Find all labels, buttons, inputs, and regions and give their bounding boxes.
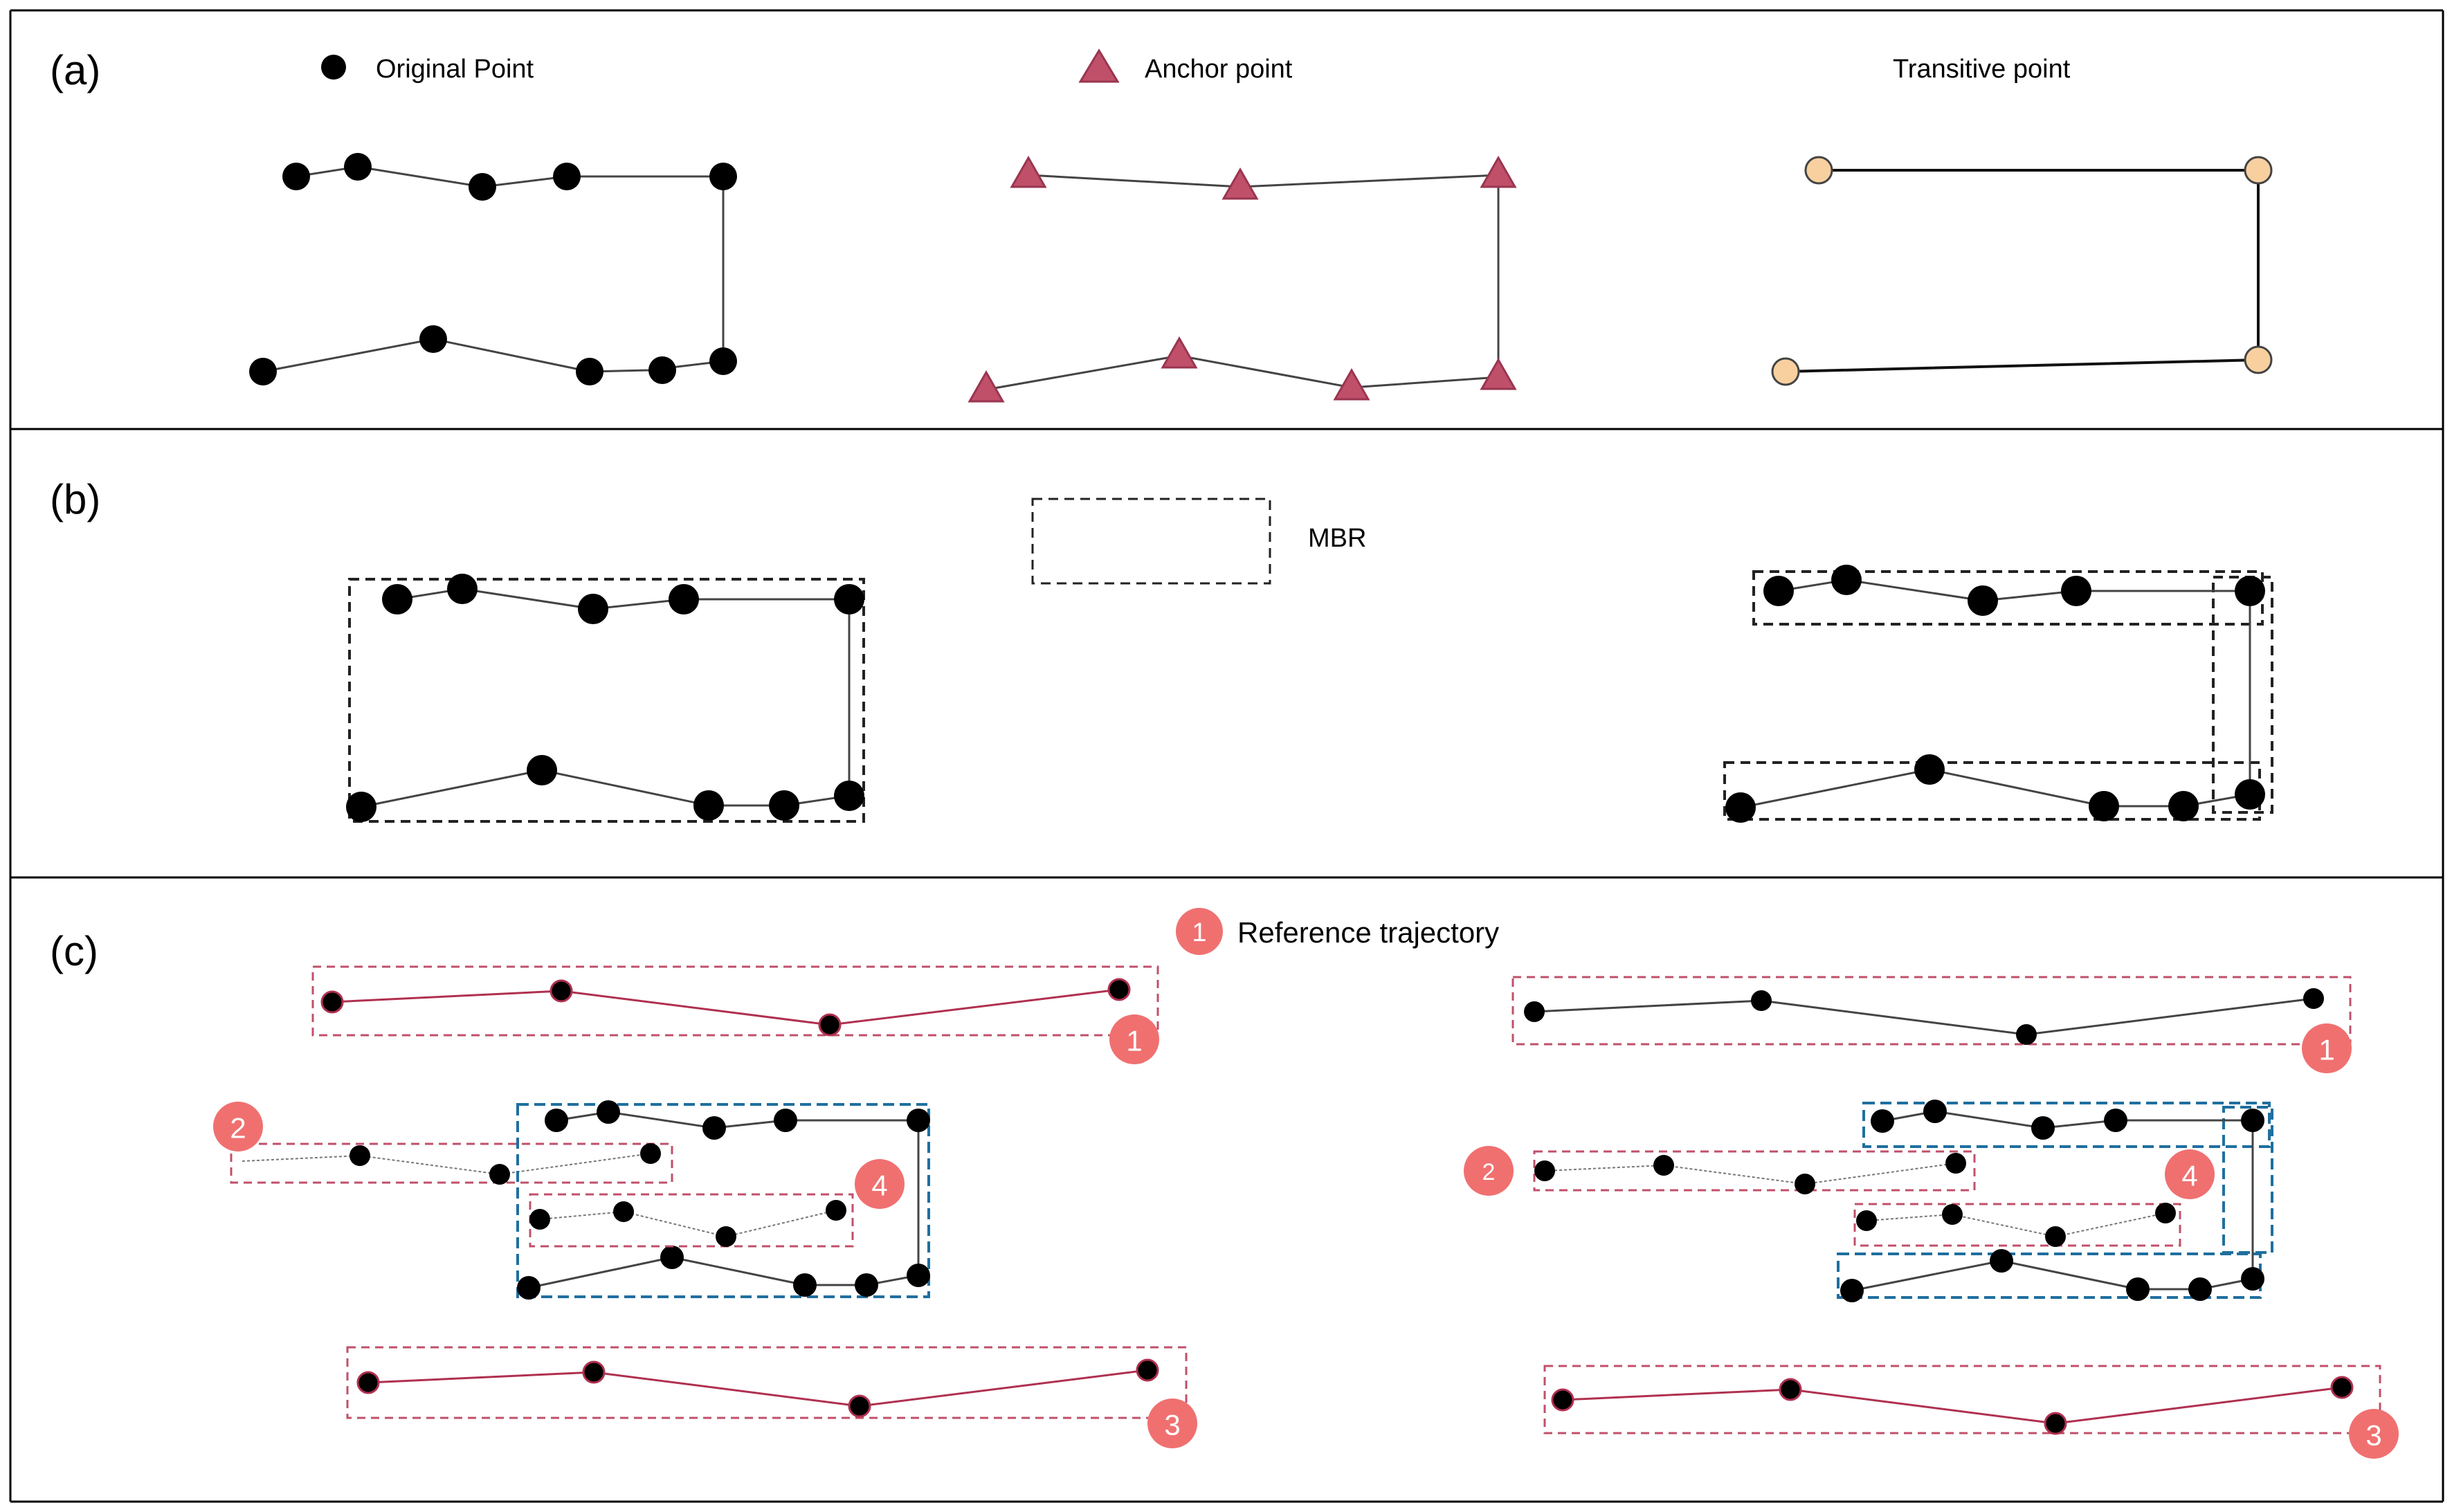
anchor-trajectory bbox=[968, 155, 1517, 403]
left-reference-2: 2 bbox=[213, 1102, 673, 1185]
legend-original-point: Original Point bbox=[376, 55, 534, 84]
legend-mbr: MBR bbox=[1308, 524, 1366, 553]
left-reference-1: 1 bbox=[311, 965, 1159, 1064]
right-reference-1: 1 bbox=[1511, 976, 2352, 1073]
badge-1-right: 1 bbox=[2318, 1034, 2334, 1066]
right-cluster bbox=[1837, 1100, 2273, 1302]
transitive-trajectory bbox=[1771, 156, 2273, 386]
legend-anchor-point: Anchor point bbox=[1145, 55, 1293, 84]
badge-3-left: 3 bbox=[1164, 1409, 1180, 1441]
right-reference-2: 2 bbox=[1464, 1146, 1976, 1196]
reference-legend-badge: 1 bbox=[1176, 908, 1223, 955]
svg-text:1: 1 bbox=[1192, 918, 1206, 947]
badge-4-right: 4 bbox=[2181, 1160, 2197, 1192]
right-reference-4: 4 bbox=[1853, 1149, 2215, 1247]
mbr-legend-icon bbox=[1031, 498, 1271, 585]
legend-transitive-point: Transitive point bbox=[1893, 55, 2071, 84]
left-reference-3: 3 bbox=[346, 1346, 1197, 1448]
right-reference-3: 3 bbox=[1543, 1365, 2399, 1459]
panel-b-label: (b) bbox=[50, 476, 100, 522]
legend-reference-trajectory: Reference trajectory bbox=[1237, 916, 1499, 949]
badge-2-left: 2 bbox=[230, 1112, 246, 1145]
left-cluster bbox=[516, 1100, 930, 1300]
panel-c-label: (c) bbox=[50, 928, 98, 974]
badge-2-right: 2 bbox=[1482, 1159, 1496, 1185]
badge-3-right: 3 bbox=[2365, 1419, 2381, 1452]
panel-b: (b) MBR bbox=[50, 476, 2273, 823]
badge-4-left: 4 bbox=[871, 1169, 887, 1202]
panel-frames bbox=[9, 9, 2444, 1503]
panel-c: (c) 1 Reference trajectory 1 2 bbox=[50, 908, 2399, 1459]
original-trajectory bbox=[249, 153, 737, 385]
multi-mbr-trajectory bbox=[1723, 565, 2273, 823]
anchor-point-legend-icon bbox=[1078, 48, 1120, 83]
panel-a: (a) Original Point Anchor point Transiti… bbox=[50, 47, 2273, 403]
badge-1-left: 1 bbox=[1126, 1025, 1142, 1057]
panel-a-label: (a) bbox=[50, 47, 100, 93]
original-point-legend-icon bbox=[321, 55, 346, 80]
left-reference-4: 4 bbox=[529, 1159, 905, 1248]
single-mbr-trajectory bbox=[346, 574, 865, 823]
